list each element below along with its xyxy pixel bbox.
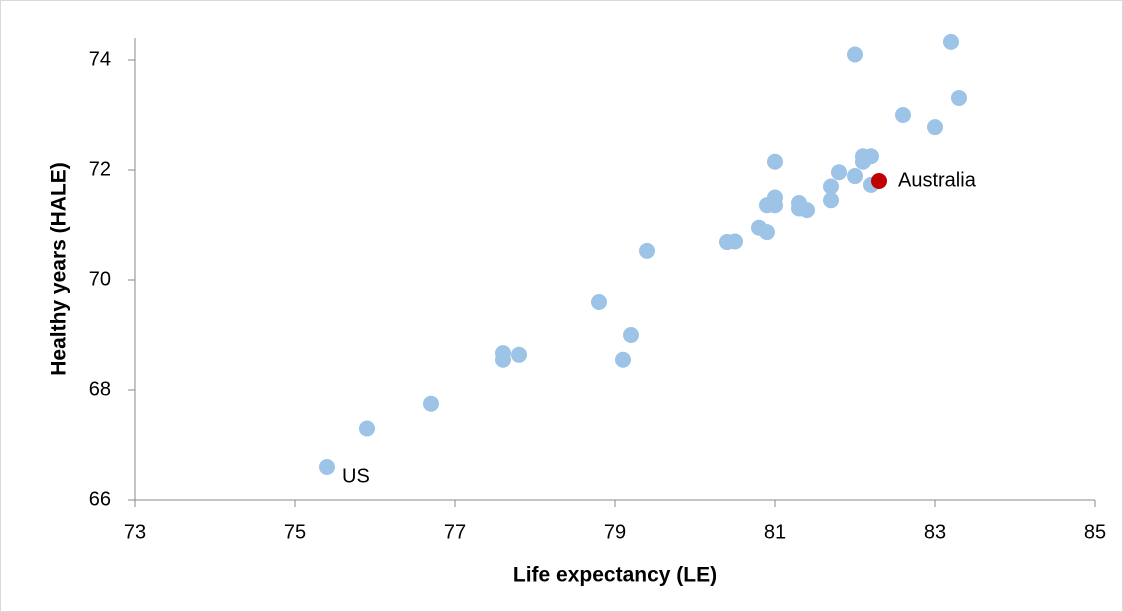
point <box>495 351 511 368</box>
x-tick-label: 77 <box>444 521 466 543</box>
point <box>799 202 815 219</box>
point-label: Australia <box>898 169 977 191</box>
point <box>591 294 607 310</box>
point <box>767 153 783 170</box>
point <box>823 192 839 209</box>
point <box>319 459 335 475</box>
point <box>951 89 967 106</box>
y-axis-title: Healthy years (HALE) <box>48 162 71 376</box>
point <box>871 173 887 189</box>
y-tick-label: 74 <box>89 48 111 70</box>
point <box>831 164 847 181</box>
x-axis-title: Life expectancy (LE) <box>513 564 717 587</box>
point <box>623 327 639 343</box>
point <box>639 242 655 259</box>
point-label: US <box>342 465 370 487</box>
point <box>423 395 439 412</box>
point <box>927 119 943 136</box>
point <box>847 46 863 63</box>
point <box>511 346 527 363</box>
point <box>727 233 743 250</box>
y-tick-label: 70 <box>89 268 111 290</box>
x-tick-label: 83 <box>924 521 946 543</box>
point <box>823 178 839 195</box>
y-tick-label: 66 <box>89 488 111 510</box>
x-tick-label: 75 <box>284 521 306 543</box>
point <box>855 153 871 170</box>
x-tick-label: 85 <box>1084 521 1106 543</box>
point <box>767 197 783 214</box>
point <box>847 168 863 185</box>
x-tick-label: 81 <box>764 521 786 543</box>
x-tick-label: 79 <box>604 521 626 543</box>
point <box>943 33 959 50</box>
y-tick-label: 72 <box>89 158 111 180</box>
point <box>895 107 911 123</box>
point <box>359 420 375 437</box>
x-tick-label: 73 <box>124 521 146 543</box>
point <box>615 351 631 368</box>
point <box>759 224 775 241</box>
y-tick-label: 68 <box>89 378 111 400</box>
